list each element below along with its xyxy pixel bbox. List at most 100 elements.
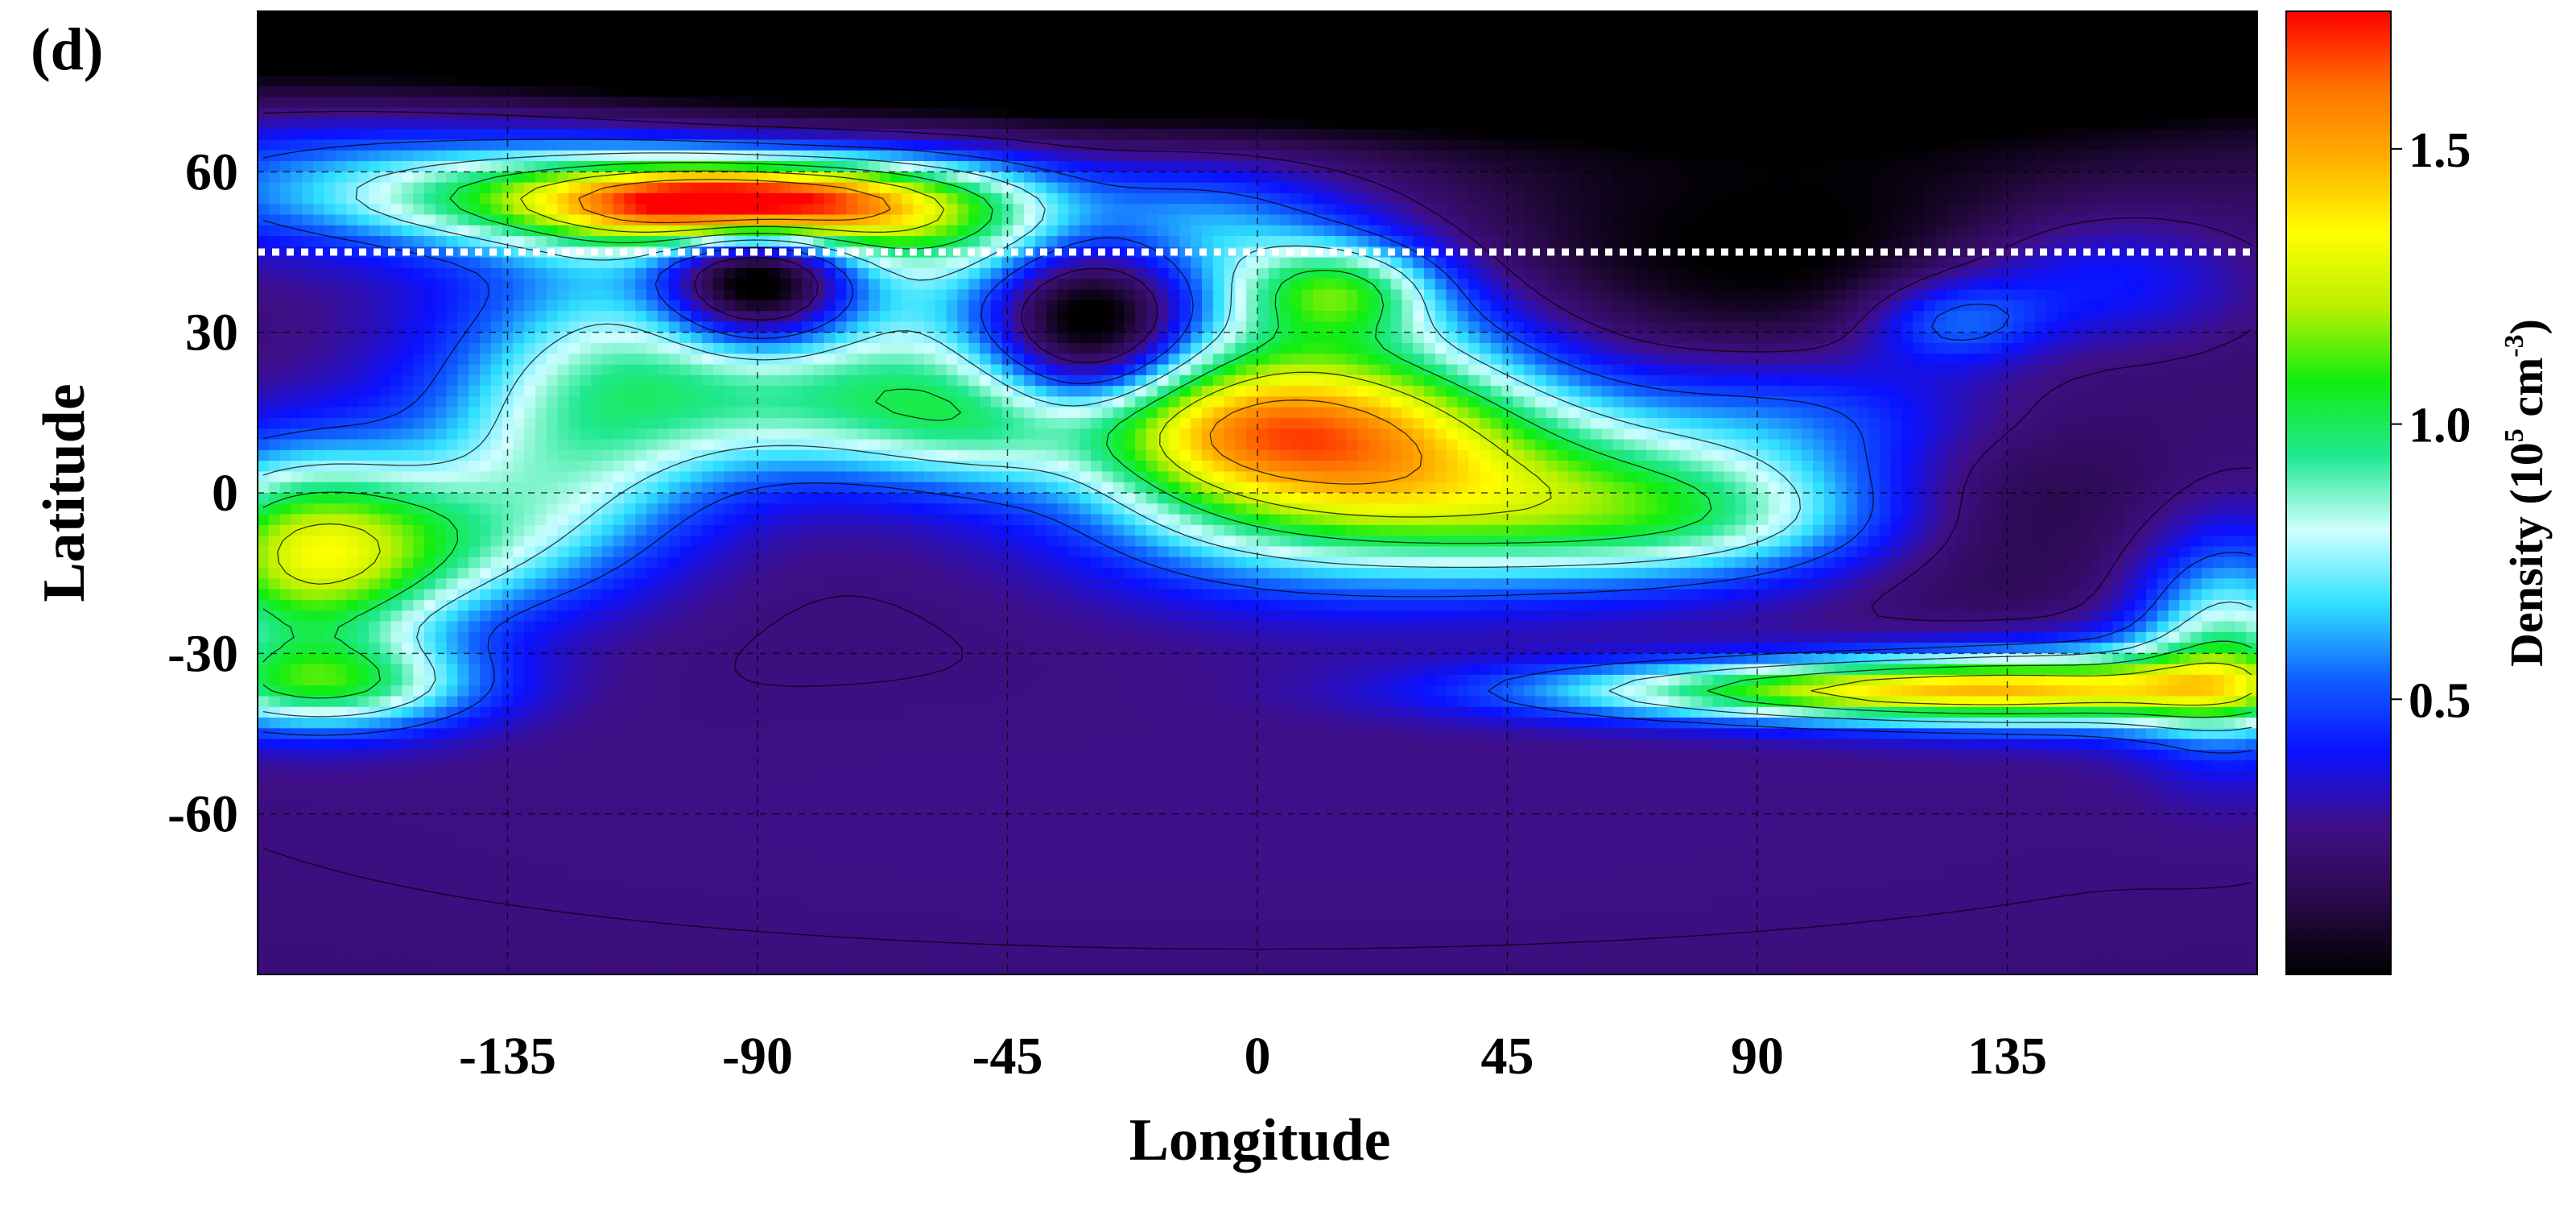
heatmap-cell [836, 76, 847, 87]
heatmap-cell [1968, 214, 1979, 225]
heatmap-cell [1824, 258, 1835, 269]
heatmap-cell [1790, 268, 1802, 279]
heatmap-cell [346, 33, 357, 44]
heatmap-cell [780, 290, 791, 301]
heatmap-cell [1158, 172, 1169, 183]
heatmap-cell [1113, 11, 1125, 23]
heatmap-cell [369, 86, 380, 97]
heatmap-cell [1702, 204, 1713, 215]
heatmap-cell [447, 172, 458, 183]
heatmap-cell [1235, 129, 1246, 140]
heatmap-cell [1568, 258, 1579, 269]
heatmap-cell [568, 139, 580, 151]
heatmap-cell [524, 139, 535, 151]
heatmap-cell [1158, 64, 1169, 76]
heatmap-cell [880, 33, 891, 44]
heatmap-cell [991, 290, 1002, 301]
heatmap-cell [1480, 151, 1491, 162]
heatmap-cell [2091, 76, 2102, 87]
heatmap-cell [1802, 118, 1813, 130]
heatmap-cell [1968, 279, 1979, 290]
heatmap-cell [424, 76, 436, 87]
heatmap-cell [1957, 279, 1968, 290]
heatmap-cell [957, 236, 968, 247]
heatmap-cell [902, 129, 913, 140]
heatmap-cell [491, 86, 502, 97]
heatmap-cell [513, 33, 524, 44]
heatmap-cell [1946, 108, 1958, 119]
heatmap-cell [802, 258, 813, 269]
heatmap-cell [413, 22, 424, 33]
heatmap-cell [2146, 258, 2157, 269]
heatmap-cell [1535, 139, 1546, 151]
heatmap-cell [457, 193, 469, 205]
heatmap-cell [1102, 204, 1113, 215]
heatmap-cell [1391, 64, 1402, 76]
heatmap-cell [980, 214, 991, 225]
heatmap-cell [1613, 129, 1624, 140]
heatmap-cell [1558, 129, 1569, 140]
heatmap-cell [1391, 22, 1402, 33]
heatmap-cell [1669, 236, 1680, 247]
heatmap-cell [1979, 236, 1991, 247]
heatmap-cell [880, 108, 891, 119]
heatmap-cell [1058, 161, 1069, 172]
heatmap-cell [436, 43, 447, 55]
heatmap-cell [1991, 64, 2002, 76]
heatmap-cell [1290, 172, 1302, 183]
heatmap-cell [1169, 236, 1180, 247]
heatmap-cell [2213, 193, 2224, 205]
heatmap-cell [1901, 236, 1913, 247]
heatmap-cell [1702, 151, 1713, 162]
heatmap-cell [2179, 54, 2190, 65]
heatmap-cell [1013, 108, 1024, 119]
heatmap-cell [2124, 97, 2135, 108]
heatmap-cell [646, 108, 658, 119]
heatmap-cell [491, 11, 502, 23]
heatmap-cell [857, 43, 869, 55]
heatmap-cell [2146, 279, 2157, 290]
heatmap-cell [1735, 258, 1746, 269]
heatmap-cell [1835, 161, 1847, 172]
heatmap-cell [1757, 258, 1769, 269]
heatmap-cell [1380, 11, 1391, 23]
heatmap-cell [391, 290, 402, 301]
heatmap-cell [402, 76, 413, 87]
heatmap-cell [1235, 300, 1246, 312]
heatmap-cell [2179, 258, 2190, 269]
heatmap-cell [1235, 139, 1246, 151]
heatmap-cell [1435, 300, 1447, 312]
heatmap-cell [1158, 279, 1169, 290]
heatmap-cell [346, 64, 357, 76]
heatmap-cell [1058, 290, 1069, 301]
heatmap-cell [1146, 64, 1158, 76]
heatmap-cell [2235, 76, 2246, 87]
heatmap-cell [1313, 258, 1324, 269]
heatmap-cell [1202, 183, 1213, 194]
heatmap-cell [1102, 151, 1113, 162]
heatmap-cell [1613, 258, 1624, 269]
heatmap-cell [769, 118, 780, 130]
heatmap-cell [913, 204, 924, 215]
heatmap-cell [1024, 183, 1035, 194]
heatmap-cell [1724, 76, 1736, 87]
heatmap-cell [968, 118, 980, 130]
heatmap-cell [1468, 76, 1480, 87]
heatmap-cell [1335, 129, 1347, 140]
heatmap-cell [1046, 108, 1058, 119]
heatmap-cell [524, 151, 535, 162]
heatmap-cell [813, 279, 824, 290]
heatmap-cell [535, 86, 547, 97]
heatmap-cell [824, 225, 836, 237]
heatmap-cell [1435, 279, 1447, 290]
heatmap-cell [2113, 43, 2124, 55]
heatmap-cell [679, 86, 691, 97]
heatmap-cell [1380, 33, 1391, 44]
heatmap-cell [935, 225, 947, 237]
heatmap-cell [1124, 22, 1135, 33]
heatmap-cell [1024, 268, 1035, 279]
heatmap-cell [302, 183, 313, 194]
heatmap-cell [1813, 11, 1824, 23]
heatmap-cell [902, 64, 913, 76]
heatmap-cell [2124, 279, 2135, 290]
